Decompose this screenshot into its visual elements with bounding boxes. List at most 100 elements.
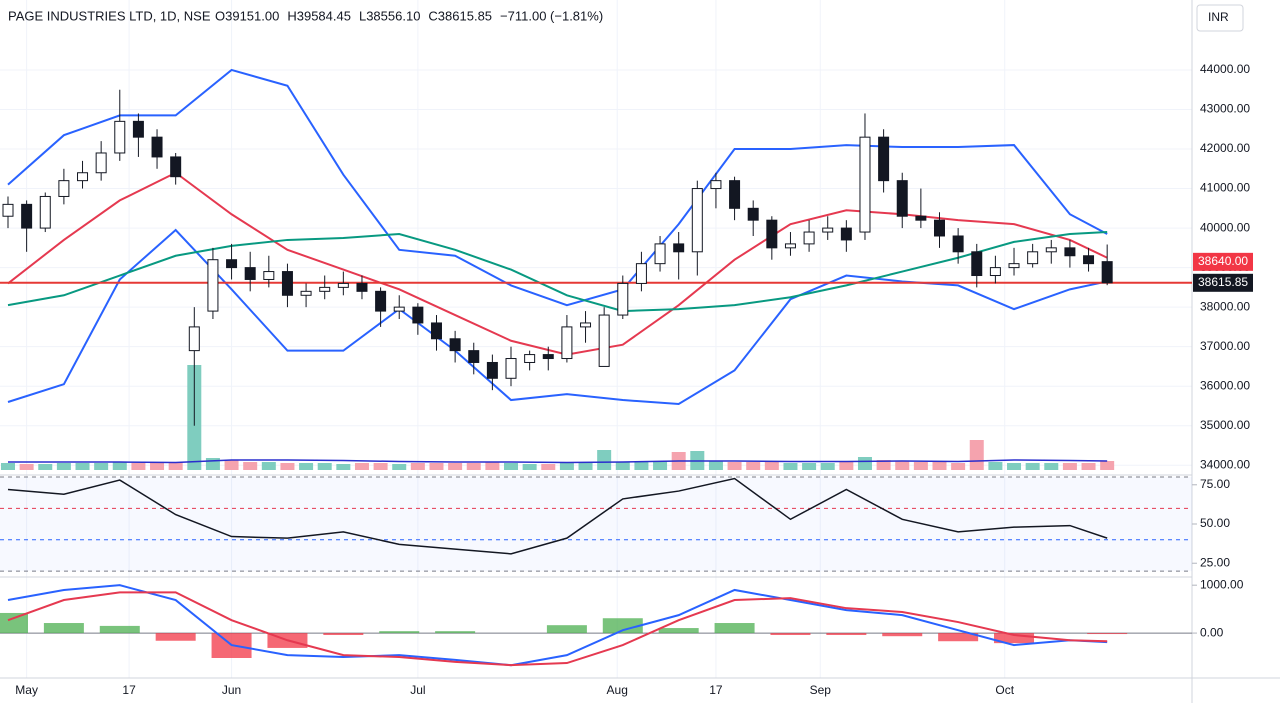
y-tick-label: 38000.00 — [1200, 299, 1250, 313]
candle-body — [1045, 247, 1057, 253]
candle-body — [747, 207, 759, 221]
candle-body — [934, 219, 945, 237]
histogram-bar — [0, 612, 28, 634]
volume-bar — [131, 463, 146, 470]
candle-body — [524, 354, 536, 363]
x-tick-label: Jul — [410, 683, 425, 697]
overlay-line — [7, 228, 1108, 406]
candle-body — [729, 180, 741, 209]
volume-bar — [429, 463, 444, 470]
volume-bar — [112, 462, 127, 470]
histogram-bar — [938, 633, 979, 642]
candle-body — [263, 271, 275, 280]
volume-bar — [541, 464, 556, 470]
candle-body — [784, 243, 796, 249]
volume-bar — [708, 461, 723, 470]
volume-bar — [522, 464, 537, 470]
volume-bar — [224, 460, 239, 470]
candle-body — [673, 243, 685, 253]
volume-bar — [839, 461, 854, 470]
volume-bar — [932, 462, 947, 470]
signal-line — [7, 591, 1108, 667]
candle-body — [188, 326, 200, 352]
price-label-box — [1193, 273, 1253, 292]
volume-bar — [559, 462, 574, 470]
candle-body — [486, 361, 498, 379]
candle-body — [505, 358, 517, 379]
overlay-line — [7, 68, 1108, 307]
volume-bar — [354, 463, 369, 470]
candle-body — [654, 243, 666, 265]
candle-body — [95, 152, 107, 174]
volume-bar — [75, 463, 90, 470]
candle-body — [840, 227, 852, 241]
histogram-bar — [99, 625, 140, 634]
y-tick-label: 41000.00 — [1200, 181, 1250, 195]
volume-bar — [280, 463, 295, 470]
ohlc-value: −711.00 (−1.81%) — [500, 8, 603, 23]
y-tick-label: 43000.00 — [1200, 102, 1250, 116]
volume-bar — [485, 462, 500, 470]
candle-body — [21, 203, 33, 229]
volume-bar — [410, 463, 425, 470]
candle-body — [542, 354, 554, 360]
histogram-bar — [43, 623, 84, 634]
candle-body — [971, 251, 983, 277]
candle-body — [226, 259, 238, 269]
volume-bar — [261, 462, 276, 470]
y-tick-label: 40000.00 — [1200, 220, 1250, 234]
volume-bar — [205, 458, 220, 470]
volume-bar — [876, 460, 891, 470]
candle-body — [430, 322, 442, 340]
histogram-bar — [826, 633, 867, 636]
y-tick-label: 1000.00 — [1200, 577, 1244, 591]
x-tick-label: 17 — [709, 683, 723, 697]
candle-body — [859, 136, 871, 233]
volume-bar — [764, 461, 779, 470]
candle-body — [710, 180, 722, 190]
candle-body — [822, 227, 834, 233]
x-tick-label: 17 — [122, 683, 136, 697]
candle-body — [915, 215, 927, 221]
y-tick-label: 44000.00 — [1200, 62, 1250, 76]
volume-bar — [895, 461, 910, 470]
candle-body — [319, 286, 331, 292]
candle-body — [989, 267, 1001, 277]
volume-bar — [317, 463, 332, 470]
volume-bar — [988, 462, 1003, 470]
candle-body — [170, 156, 182, 178]
x-tick-label: Aug — [607, 683, 628, 697]
volume-bar — [597, 450, 612, 470]
volume-bar — [94, 463, 109, 470]
y-tick-label: 35000.00 — [1200, 418, 1250, 432]
candle-body — [412, 306, 424, 324]
volume-bar — [913, 462, 928, 470]
candle-body — [896, 180, 908, 217]
histogram-bar — [155, 633, 196, 641]
currency-button[interactable] — [1196, 4, 1244, 32]
volume-bar — [448, 463, 463, 470]
overlay-line — [7, 231, 1108, 313]
volume-bar — [19, 464, 34, 470]
y-tick-label: 0.00 — [1200, 625, 1224, 639]
volume-bar — [150, 463, 165, 470]
candle-body — [1064, 247, 1076, 257]
volume-bar — [634, 462, 649, 470]
volume-bar — [820, 463, 835, 470]
ohlc-value: C38615.85 — [428, 8, 492, 23]
candle-body — [77, 172, 89, 182]
candle-body — [878, 136, 890, 182]
currency[interactable]: INR — [1208, 10, 1229, 24]
volume-bar — [727, 462, 742, 470]
candle-body — [132, 120, 144, 138]
candle-body — [691, 188, 703, 253]
chart-title: PAGE INDUSTRIES LTD, 1D, NSE — [8, 8, 211, 23]
y-tick-label: 50.00 — [1200, 516, 1230, 530]
candle-body — [1101, 261, 1113, 284]
x-tick-label: Oct — [995, 683, 1014, 697]
y-tick-label: 75.00 — [1200, 477, 1230, 491]
histogram-bar — [882, 633, 923, 637]
y-tick-label: 25.00 — [1200, 555, 1230, 569]
candle-body — [598, 314, 610, 367]
